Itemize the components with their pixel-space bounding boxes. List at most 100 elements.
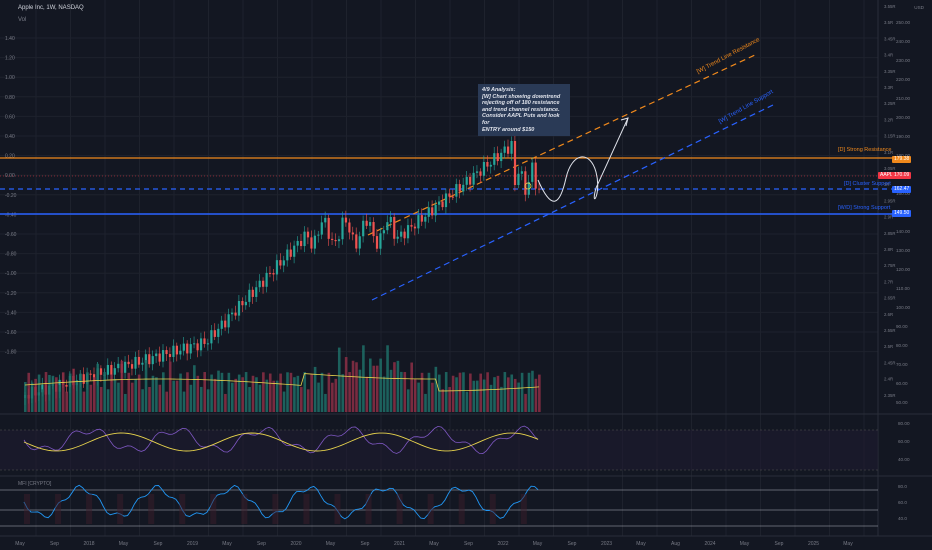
- right-axis-tick: 250.00: [896, 20, 910, 25]
- right-axis-tick: 100.00: [896, 305, 910, 310]
- volume-bar: [168, 361, 172, 412]
- candle-body: [186, 343, 189, 354]
- volume-bar: [165, 391, 169, 412]
- volume-bar: [189, 384, 193, 412]
- log-axis-tick: 3.05R: [884, 166, 895, 171]
- candle-body: [413, 226, 417, 229]
- candle-body: [306, 231, 310, 238]
- candle-body: [503, 146, 506, 153]
- volume-bar: [289, 372, 293, 412]
- currency-label: USD: [914, 5, 924, 10]
- candle-body: [444, 193, 448, 208]
- note-title: 4/9 Analysis:: [482, 87, 516, 93]
- volume-bar: [75, 380, 79, 412]
- log-axis-tick: 2.35R: [884, 393, 895, 398]
- left-axis-tick: -1.20: [5, 291, 17, 297]
- volume-bar: [234, 378, 238, 412]
- left-axis-tick: 1.00: [5, 75, 15, 81]
- osc-zone: [458, 494, 465, 524]
- candle-body: [272, 273, 275, 275]
- osc-zone: [148, 494, 155, 524]
- entry-marker: [524, 182, 532, 190]
- candle-body: [396, 236, 399, 239]
- osc-zone: [489, 494, 496, 524]
- volume-bar: [148, 386, 151, 412]
- time-axis-tick: 2018: [83, 541, 94, 547]
- volume-bar: [113, 378, 117, 412]
- osc-zone: [396, 494, 403, 524]
- volume-bar: [127, 372, 131, 412]
- candle-body: [41, 384, 44, 393]
- candle-body: [286, 249, 289, 261]
- candle-body: [217, 328, 220, 337]
- candle-body: [386, 222, 389, 231]
- volume-bar: [286, 372, 289, 412]
- analysis-note[interactable]: 4/9 Analysis: [W] Chart showing downtren…: [478, 84, 570, 137]
- candle-body: [206, 343, 210, 345]
- candle-body: [472, 172, 475, 185]
- volume-bar: [351, 360, 355, 412]
- projection-path: [537, 117, 629, 202]
- candle-body: [251, 289, 254, 297]
- volume-bar: [272, 380, 275, 412]
- candle-body: [372, 222, 375, 237]
- candle-body: [168, 354, 172, 357]
- osc-axis-tick: 80.0: [898, 484, 907, 489]
- candle-body: [510, 141, 513, 154]
- candle-body: [268, 272, 272, 274]
- strong-support-label: [W/D] Strong Support: [838, 205, 891, 211]
- candle-body: [334, 239, 337, 242]
- candle-body: [303, 231, 306, 247]
- candle-body: [369, 222, 372, 226]
- time-axis-tick: Aug: [671, 541, 680, 547]
- right-axis-tick: 160.00: [896, 191, 910, 196]
- volume-bar: [227, 372, 231, 412]
- osc-zone: [86, 494, 93, 524]
- volume-bar: [389, 369, 393, 412]
- candle-body: [248, 289, 251, 302]
- candle-body: [482, 161, 486, 176]
- candle-body: [431, 207, 434, 216]
- symbol-header: Apple Inc, 1W, NASDAQ Vol: [18, 5, 84, 23]
- right-axis-tick: 90.00: [896, 324, 908, 329]
- volume-bar: [458, 372, 462, 412]
- volume-bar: [296, 375, 300, 412]
- left-axis-tick: -0.20: [5, 193, 17, 199]
- osc-zone: [24, 494, 30, 524]
- volume-bar: [306, 389, 310, 412]
- candle-body: [220, 320, 223, 329]
- candle-body: [265, 272, 268, 287]
- osc-line: [23, 484, 539, 520]
- candle-body: [469, 176, 472, 185]
- projection-arrowhead: [620, 117, 629, 127]
- volume-bar: [65, 391, 68, 412]
- candle-body: [513, 141, 517, 186]
- time-axis-tick: Sep: [568, 541, 577, 547]
- volume-bar: [220, 372, 224, 412]
- volume-bar: [303, 372, 307, 412]
- left-axis-tick: -1.40: [5, 310, 17, 316]
- right-axis-tick: 180.00: [896, 153, 910, 158]
- volume-bar: [496, 375, 500, 412]
- rsi-axis-tick: 40.00: [898, 457, 910, 462]
- time-axis-tick: May: [326, 541, 336, 547]
- volume-bar: [30, 382, 34, 412]
- time-axis-tick: May: [636, 541, 646, 547]
- candle-body: [538, 188, 541, 190]
- candle-body: [410, 225, 413, 227]
- volume-bar: [248, 387, 251, 412]
- volume-bar: [241, 377, 244, 412]
- volume-bar: [275, 380, 279, 412]
- volume-bar: [210, 374, 213, 412]
- candle-body: [262, 280, 265, 287]
- volume-bar: [231, 382, 234, 412]
- cluster-support-price-badge: 162.47: [892, 186, 912, 193]
- volume-bar: [213, 378, 217, 412]
- time-axis-tick: May: [533, 541, 543, 547]
- time-axis-tick: May: [740, 541, 750, 547]
- volume-bar: [86, 372, 89, 412]
- volume-bar: [344, 357, 348, 412]
- log-axis-tick: 3.35R: [884, 69, 895, 74]
- osc-zone: [427, 494, 434, 524]
